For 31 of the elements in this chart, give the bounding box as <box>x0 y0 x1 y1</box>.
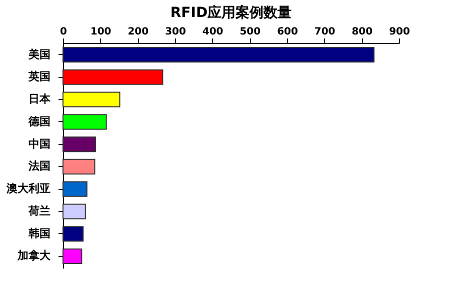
y-tick-label: 加拿大 <box>16 249 52 262</box>
x-tick-label: 900 <box>389 26 410 38</box>
y-tick-label: 德国 <box>28 114 50 128</box>
x-tick-label: 600 <box>277 26 298 38</box>
bar <box>62 136 96 152</box>
bar <box>62 248 82 264</box>
chart-title: RFID应用案例数量 <box>170 4 292 21</box>
bar <box>62 114 107 130</box>
x-tick-label: 500 <box>240 26 261 38</box>
bar <box>62 226 84 242</box>
y-tick-label: 法国 <box>28 160 50 173</box>
bar <box>62 92 120 108</box>
y-tick-label: 中国 <box>28 137 50 150</box>
y-tick-label: 澳大利亚 <box>6 182 50 196</box>
bar <box>62 46 374 63</box>
bar <box>62 69 164 85</box>
x-tick-label: 400 <box>202 26 224 38</box>
bar <box>62 204 86 220</box>
x-tick-label: 300 <box>165 26 186 38</box>
y-tick-label: 韩国 <box>28 226 50 240</box>
y-tick-label: 英国 <box>28 70 50 84</box>
y-tick-label: 荷兰 <box>28 204 50 218</box>
x-tick-label: 800 <box>352 26 373 38</box>
bar <box>62 158 96 174</box>
y-tick-label: 美国 <box>28 48 50 61</box>
y-tick-label: 日本 <box>28 92 52 106</box>
x-tick-label: 700 <box>314 26 336 38</box>
x-tick-label: 200 <box>128 26 149 38</box>
x-tick-label: 100 <box>90 26 112 38</box>
x-tick-label: 0 <box>60 26 68 38</box>
bar <box>62 181 88 197</box>
